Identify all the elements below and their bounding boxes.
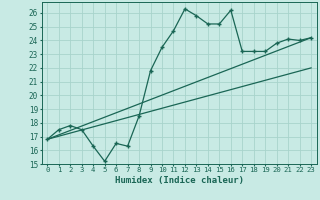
X-axis label: Humidex (Indice chaleur): Humidex (Indice chaleur) xyxy=(115,176,244,185)
